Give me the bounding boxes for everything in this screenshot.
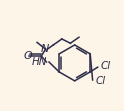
Text: N: N [41, 44, 49, 54]
Text: Cl: Cl [96, 76, 106, 86]
Text: O: O [23, 51, 32, 61]
Text: HN: HN [31, 57, 47, 67]
Text: Cl: Cl [101, 61, 111, 71]
